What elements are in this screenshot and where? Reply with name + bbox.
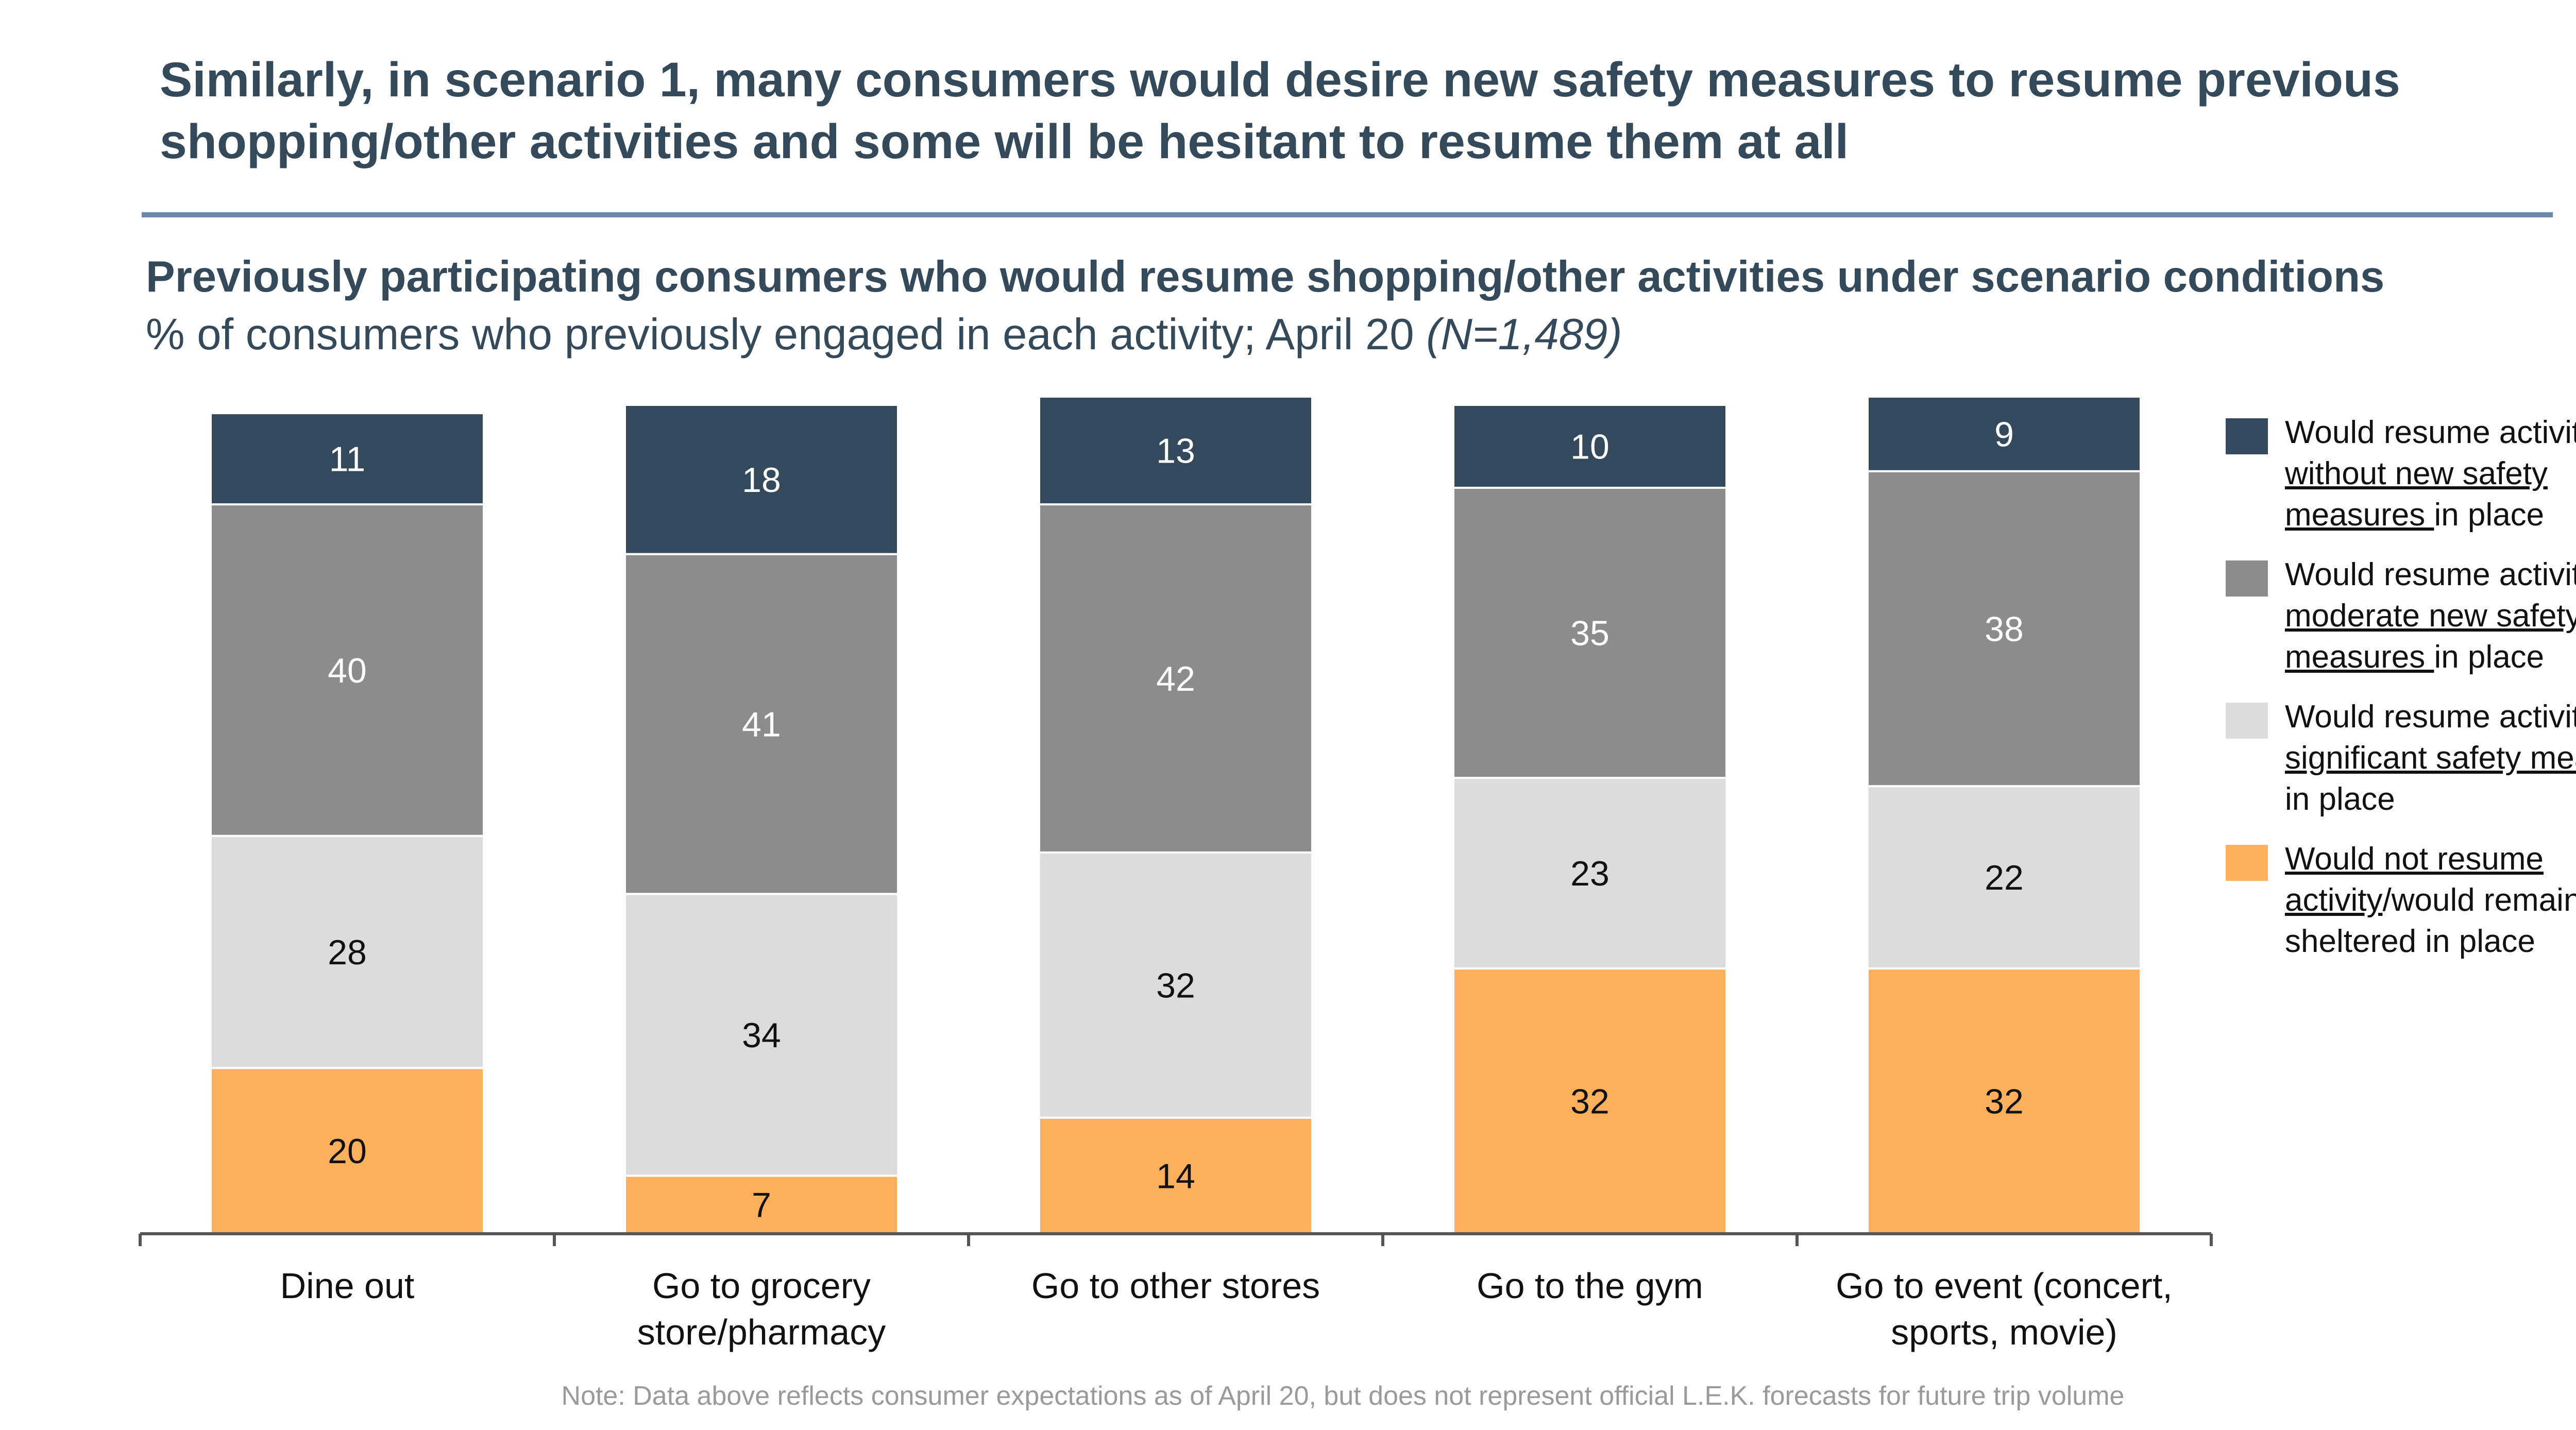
bar-value-label: 32 (1156, 966, 1195, 1005)
bar-value-label: 38 (1985, 609, 2024, 649)
bar-value-label: 35 (1570, 614, 1609, 653)
bar-segment (624, 404, 899, 555)
bar-segment (1038, 395, 1313, 506)
x-axis-tick-label: Go to the gym (1477, 1266, 1703, 1306)
bar-segment (1038, 503, 1313, 854)
bar-segment (1452, 967, 1727, 1235)
bar-segment (210, 1067, 485, 1235)
bar-value-label: 14 (1156, 1156, 1195, 1196)
bar-segment (210, 412, 485, 506)
bar-segment (624, 553, 899, 895)
bar-segment (1867, 395, 2142, 472)
chart-heading: Previously participating consumers who w… (146, 252, 2385, 301)
bar-value-label: 10 (1570, 427, 1609, 466)
bar-segment (1867, 785, 2142, 970)
bar-value-label: 34 (742, 1016, 781, 1055)
bar-value-label: 7 (752, 1186, 771, 1225)
bar-segment (1452, 404, 1727, 489)
x-axis-tick-label: Dine out (280, 1266, 415, 1306)
sample-size-note: (N=1,489) (1426, 310, 1622, 359)
legend-label: Would resume activity without new safety… (2285, 415, 2576, 533)
x-axis-tick-label: Go to event (concert, sports, movie) (1836, 1266, 2173, 1352)
bar-value-label: 32 (1570, 1082, 1609, 1121)
bar-value-label: 22 (1985, 858, 2024, 897)
bar-segment (1452, 486, 1727, 779)
legend-swatch (2226, 560, 2268, 597)
slide-title: Similarly, in scenario 1, many consumers… (160, 53, 2400, 169)
x-axis-tick-label: Go to grocery store/pharmacy (637, 1266, 886, 1352)
bar-value-label: 13 (1156, 431, 1195, 470)
bar-segment (1867, 967, 2142, 1235)
bar-value-label: 11 (329, 440, 366, 479)
bar-segment (624, 893, 899, 1177)
legend-swatch (2226, 703, 2268, 739)
legend-swatch (2226, 418, 2268, 454)
bar-segment (1867, 470, 2142, 788)
chart-legend: Would resume activity without new safety… (2226, 412, 2576, 981)
bar-value-label: 41 (742, 705, 781, 744)
bar-value-label: 23 (1570, 854, 1609, 893)
bar-value-label: 28 (328, 933, 367, 972)
legend-swatch (2226, 845, 2268, 881)
legend-label: Would resume activity with significant s… (2285, 699, 2576, 817)
bar-value-label: 18 (742, 461, 781, 500)
legend-item-no-new-measures: Would resume activity without new safety… (2226, 412, 2576, 536)
bar-value-label: 32 (1985, 1082, 2024, 1121)
bar-segment (1038, 851, 1313, 1119)
bar-segment (210, 503, 485, 837)
bar-value-label: 42 (1156, 659, 1195, 699)
bar-value-label: 20 (328, 1132, 367, 1171)
legend-label: Would not resume activity/would remain s… (2285, 841, 2576, 959)
legend-item-not-resume: Would not resume activity/would remain s… (2226, 839, 2576, 962)
x-axis-tick-label: Go to other stores (1031, 1266, 1320, 1306)
footnote: Note: Data above reflects consumer expec… (561, 1381, 2125, 1411)
bar-segment (1452, 777, 1727, 970)
title-divider (142, 212, 2553, 217)
bar-value-label: 40 (328, 651, 367, 690)
chart-subheading: % of consumers who previously engaged in… (146, 309, 2567, 361)
bar-segment (210, 835, 485, 1069)
chart-subheading-text: % of consumers who previously engaged in… (146, 310, 1414, 359)
legend-item-moderate-measures: Would resume activity with moderate new … (2226, 554, 2576, 678)
legend-item-significant-measures: Would resume activity with significant s… (2226, 696, 2576, 820)
legend-label: Would resume activity with moderate new … (2285, 557, 2576, 675)
bar-value-label: 9 (1994, 415, 2014, 454)
bar-segment (1038, 1116, 1313, 1235)
